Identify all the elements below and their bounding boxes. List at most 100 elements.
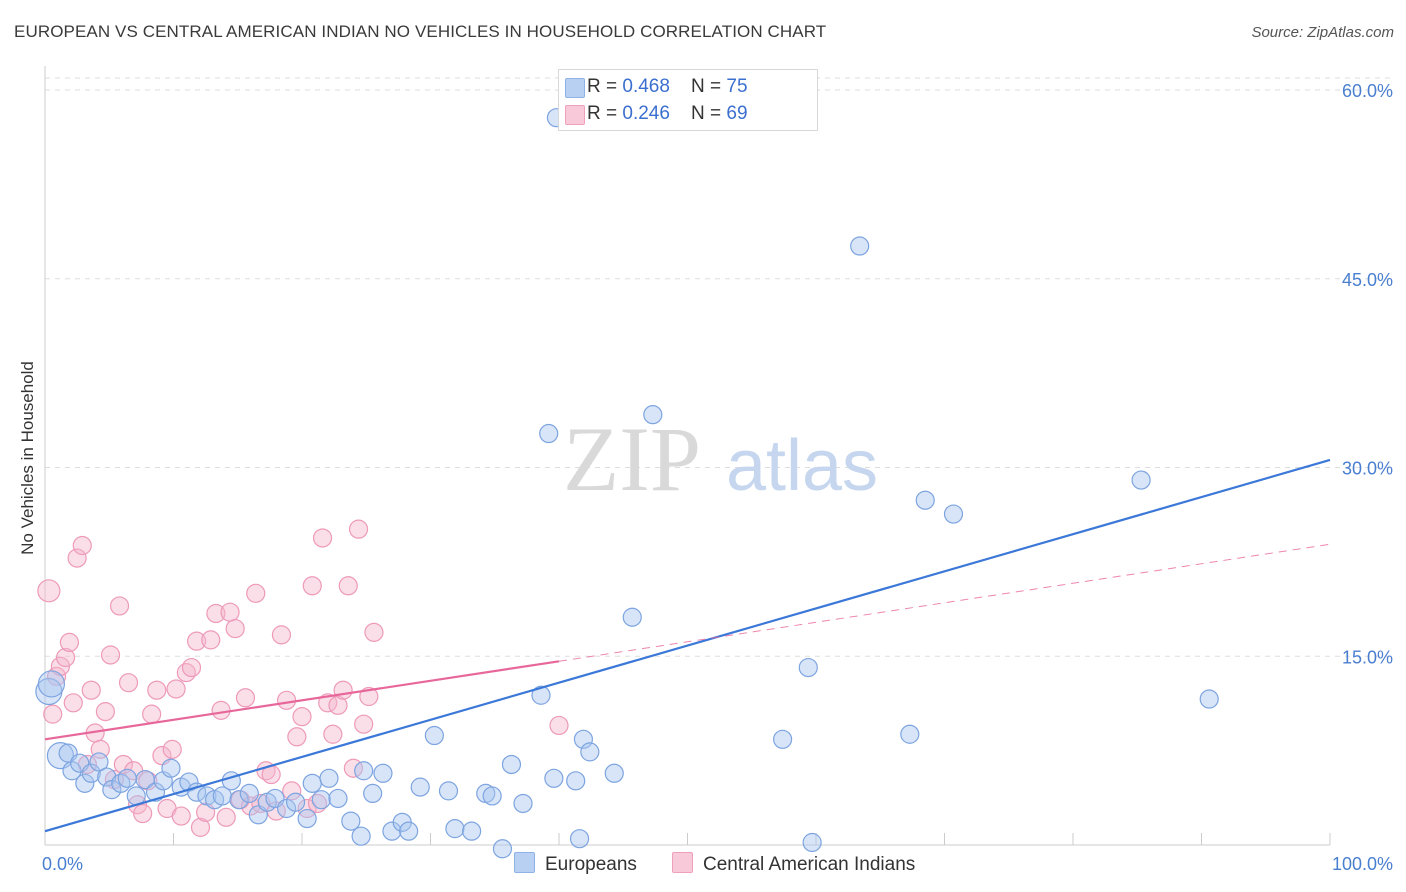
data-point-european	[492, 839, 513, 859]
data-point-european	[643, 405, 663, 425]
data-point-european	[573, 729, 594, 749]
chart-title: EUROPEAN VS CENTRAL AMERICAN INDIAN NO V…	[14, 22, 827, 41]
bottom-legend-cai: Central American Indians	[672, 852, 915, 876]
data-point-european	[111, 773, 131, 793]
data-point-european	[373, 763, 393, 783]
data-point-european	[462, 821, 482, 841]
data-point-european	[482, 786, 502, 806]
data-point-cai	[171, 806, 191, 826]
data-point-cai	[302, 576, 322, 596]
data-point-cai	[282, 781, 302, 801]
data-point-european	[229, 790, 249, 810]
data-point-european	[424, 725, 444, 746]
data-point-cai	[271, 625, 292, 645]
watermark-atlas: atlas	[726, 426, 878, 506]
data-point-cai	[348, 519, 369, 539]
data-point-cai	[220, 602, 240, 622]
data-point-european	[145, 782, 166, 802]
data-point-cai	[297, 798, 317, 819]
data-point-european	[319, 768, 339, 788]
legend-row-cai: R = 0.246 N = 69	[565, 103, 748, 125]
data-point-european	[354, 761, 374, 781]
data-point-cai	[95, 702, 115, 722]
trend-lines	[44, 458, 1331, 833]
data-point-european	[802, 832, 822, 853]
legend-n-value: 69	[726, 103, 748, 124]
legend-label-europeans: Europeans	[545, 854, 637, 875]
y-tick-label: 30.0%	[1342, 459, 1393, 479]
data-point-cai	[118, 673, 139, 693]
data-point-cai	[276, 690, 297, 710]
data-point-cai	[211, 700, 231, 720]
data-point-european	[566, 771, 586, 791]
data-point-cai	[292, 707, 312, 727]
data-point-cai	[43, 704, 63, 724]
legend-r-label: R =	[587, 103, 623, 124]
data-point-cai	[549, 715, 569, 736]
data-point-cai	[46, 666, 67, 686]
data-point-cai	[142, 704, 162, 724]
source-label: Source: ZipAtlas.com	[1251, 24, 1394, 41]
data-point-cai	[287, 727, 307, 747]
data-point-european	[75, 773, 95, 793]
data-point-european	[341, 811, 361, 831]
data-point-european	[501, 754, 522, 775]
data-point-european	[351, 826, 371, 846]
data-point-cai	[235, 688, 256, 708]
data-point-cai	[166, 679, 186, 699]
legend-r-value: 0.246	[622, 103, 670, 124]
data-point-european	[544, 768, 564, 788]
legend-swatch-blue	[565, 78, 585, 98]
data-point-european	[622, 607, 642, 627]
legend-n-label: N =	[691, 103, 727, 124]
trend-line-europeans	[44, 458, 1331, 833]
watermark-zip: ZIP	[563, 408, 701, 510]
x-tick-label: 100.0%	[1332, 854, 1393, 874]
series-central-american-indians	[37, 519, 569, 837]
data-point-european	[37, 670, 66, 698]
data-point-cai	[72, 535, 92, 556]
data-point-cai	[323, 724, 343, 744]
data-point-european	[580, 742, 600, 762]
data-point-european	[438, 781, 459, 801]
data-point-european	[161, 758, 181, 778]
data-point-european	[900, 724, 920, 744]
data-point-european	[1131, 470, 1151, 490]
data-point-european	[97, 767, 117, 787]
data-point-european	[915, 490, 935, 510]
data-point-european	[363, 783, 383, 804]
y-tick-label: 60.0%	[1342, 81, 1393, 101]
data-point-cai	[133, 803, 153, 824]
data-point-european	[850, 236, 870, 256]
trend-line-cai	[44, 660, 560, 741]
series-europeans	[35, 108, 1219, 859]
data-point-cai	[55, 647, 76, 668]
data-point-european	[297, 808, 317, 829]
tick-labels: 15.0% 30.0% 45.0% 60.0% 0.0% 100.0%	[42, 81, 1393, 874]
legend-label-cai: Central American Indians	[703, 854, 916, 875]
legend-row-europeans: R = 0.468 N = 75	[565, 76, 748, 98]
data-point-cai	[338, 576, 358, 596]
data-point-cai	[206, 603, 226, 624]
data-point-cai	[354, 714, 374, 734]
data-point-european	[513, 793, 533, 814]
data-point-european	[445, 819, 465, 839]
x-tick-label: 0.0%	[42, 854, 83, 874]
data-point-european	[285, 792, 306, 812]
data-point-cai	[162, 739, 182, 759]
data-point-cai	[187, 631, 207, 651]
trend-line-cai-extension	[558, 543, 1331, 662]
y-tick-label: 15.0%	[1342, 647, 1393, 667]
data-point-cai	[109, 596, 130, 616]
data-point-european	[302, 773, 322, 793]
legend-n-label: N =	[691, 76, 727, 97]
data-point-cai	[333, 680, 353, 700]
data-point-cai	[359, 686, 379, 707]
data-point-cai	[67, 548, 87, 568]
data-point-european	[531, 685, 551, 705]
data-point-cai	[100, 645, 121, 665]
legend-swatch-pink	[565, 105, 585, 125]
data-point-european	[117, 768, 137, 788]
data-point-cai	[201, 630, 221, 650]
